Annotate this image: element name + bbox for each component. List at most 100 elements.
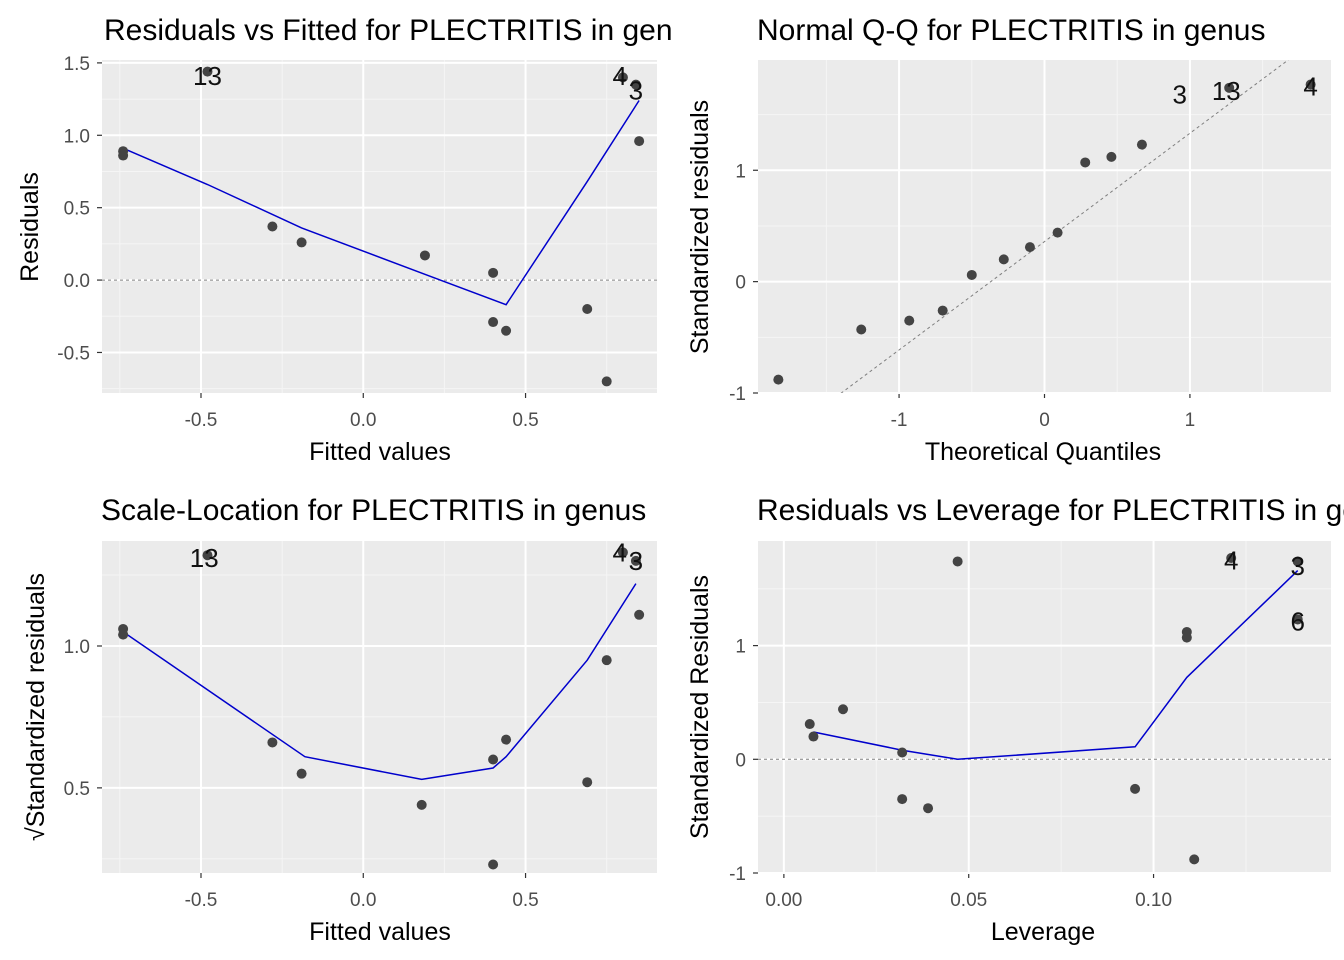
outlier-label: 13 <box>193 61 222 91</box>
data-point <box>419 250 430 261</box>
data-point <box>634 609 645 620</box>
y-tick-label: 0 <box>735 750 746 771</box>
data-point <box>202 66 213 77</box>
data-point <box>804 719 815 730</box>
data-point <box>1224 82 1235 93</box>
y-tick-label: -1 <box>729 864 746 885</box>
outlier-label: 3 <box>629 546 643 576</box>
y-tick-label: 1.0 <box>64 637 90 658</box>
data-point <box>617 547 628 558</box>
y-axis-title: √Standardized residuals <box>22 573 50 841</box>
data-point <box>1305 79 1316 90</box>
data-point <box>488 754 499 765</box>
data-point <box>1292 556 1303 567</box>
data-point <box>601 376 612 387</box>
y-tick-label: 0.0 <box>64 271 90 292</box>
x-tick-label: 1 <box>1185 410 1196 431</box>
y-tick-label: 1 <box>735 637 746 658</box>
y-axis-title: Standardized residuals <box>686 100 714 354</box>
outlier-label: 4 <box>1303 72 1317 102</box>
data-point <box>118 150 129 161</box>
data-point <box>897 794 908 805</box>
y-tick-label: 1.0 <box>64 126 90 147</box>
data-point <box>998 254 1009 265</box>
data-point <box>966 269 977 280</box>
y-tick-label: -0.5 <box>57 343 90 364</box>
x-tick-label: 0.00 <box>765 890 802 911</box>
x-axis-title: Fitted values <box>309 918 451 946</box>
data-point <box>488 267 499 278</box>
smooth-line <box>122 583 637 781</box>
smooth-line <box>122 100 640 306</box>
data-point <box>601 655 612 666</box>
y-tick-label: 1.5 <box>64 54 90 75</box>
outlier-label: 4 <box>1224 545 1238 575</box>
data-point <box>488 317 499 328</box>
outlier-label: 4 <box>612 537 626 567</box>
chart-panel-4: Residuals vs Leverage for PLECTRITIS in … <box>686 494 1344 946</box>
x-tick-label: 0 <box>1039 410 1050 431</box>
plot-panel <box>102 60 657 393</box>
chart-title: Residuals vs Leverage for PLECTRITIS in … <box>757 494 1344 527</box>
data-point <box>1130 783 1141 794</box>
outlier-label: 3 <box>1290 551 1304 581</box>
data-point <box>296 237 307 248</box>
data-point <box>1226 553 1237 564</box>
y-tick-label: 0 <box>735 273 746 294</box>
x-tick-label: 0.0 <box>350 890 376 911</box>
data-point <box>501 734 512 745</box>
data-point <box>937 305 948 316</box>
x-axis-title: Leverage <box>991 918 1095 946</box>
data-point <box>501 325 512 336</box>
outlier-label: 13 <box>190 543 219 573</box>
x-axis-title: Theoretical Quantiles <box>925 438 1161 466</box>
y-tick-label: -1 <box>729 384 746 405</box>
outlier-label: 3 <box>1173 80 1187 110</box>
x-tick-label: -0.5 <box>185 410 218 431</box>
plot-panel <box>758 541 1331 873</box>
data-point <box>488 859 499 870</box>
data-point <box>630 555 641 566</box>
data-point <box>296 768 307 779</box>
x-axis-title: Fitted values <box>309 438 451 466</box>
outlier-label: 13 <box>1212 76 1241 106</box>
data-point <box>267 221 278 232</box>
y-tick-label: 1 <box>735 161 746 182</box>
smooth-line <box>813 570 1299 761</box>
data-point <box>1136 139 1147 150</box>
plot-area <box>118 547 645 870</box>
data-point <box>856 324 867 335</box>
chart-title: Residuals vs Fitted for PLECTRITIS in ge… <box>104 14 704 47</box>
x-tick-label: 0.0 <box>350 410 376 431</box>
data-point <box>923 803 934 814</box>
data-point <box>838 704 849 715</box>
data-point <box>416 799 427 810</box>
x-tick-label: 0.05 <box>950 890 987 911</box>
data-point <box>1024 242 1035 253</box>
data-point <box>1052 227 1063 238</box>
data-point <box>1189 854 1200 865</box>
outlier-label: 3 <box>629 75 643 105</box>
data-point <box>952 556 963 567</box>
data-point <box>1106 151 1117 162</box>
y-axis-title: Standardized Residuals <box>686 575 714 839</box>
y-axis-title: Residuals <box>16 172 44 282</box>
data-point <box>582 304 593 315</box>
data-point <box>118 629 129 640</box>
plot-area <box>773 60 1316 393</box>
data-point <box>1181 632 1192 643</box>
chart-panel-1: Residuals vs Fitted for PLECTRITIS in ge… <box>16 14 704 466</box>
x-tick-label: 0.5 <box>512 890 538 911</box>
chart-panel-2: Normal Q-Q for PLECTRITIS in genus -1 0 1 -1… <box>686 14 1331 466</box>
data-point <box>267 737 278 748</box>
data-point <box>904 315 915 326</box>
plot-area <box>102 66 657 387</box>
x-tick-label: 0.5 <box>512 410 538 431</box>
chart-title: Scale-Location for PLECTRITIS in genus <box>101 494 646 527</box>
y-tick-label: 0.5 <box>64 779 90 800</box>
outlier-label: 6 <box>1290 607 1304 637</box>
x-tick-label: 0.10 <box>1135 890 1172 911</box>
data-point <box>1292 614 1303 625</box>
data-point <box>630 79 641 90</box>
plot-area <box>758 553 1331 865</box>
